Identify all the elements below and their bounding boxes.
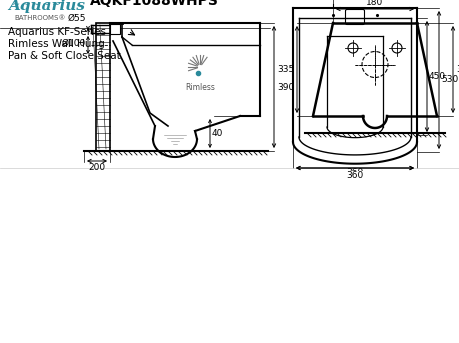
Text: 300: 300 <box>455 65 459 74</box>
Text: Pan & Soft Close Seat: Pan & Soft Close Seat <box>8 51 121 61</box>
Text: Aquarius KF-Series: Aquarius KF-Series <box>8 27 106 37</box>
Text: 530: 530 <box>440 75 457 84</box>
Text: ∼: ∼ <box>52 0 60 9</box>
Bar <box>96 23 110 151</box>
Text: 40: 40 <box>212 129 223 138</box>
Text: 180: 180 <box>365 0 383 7</box>
Text: Rimless: Rimless <box>185 83 214 92</box>
Text: AQKF1088WHPS: AQKF1088WHPS <box>90 0 218 8</box>
Text: ∼: ∼ <box>12 0 20 9</box>
Text: Aquarius: Aquarius <box>8 0 85 13</box>
Text: 390: 390 <box>276 83 294 92</box>
Text: 360: 360 <box>346 171 363 180</box>
Text: BATHROOMS®: BATHROOMS® <box>14 15 65 21</box>
Text: 200: 200 <box>88 163 105 172</box>
Bar <box>110 24 120 34</box>
Text: ∼: ∼ <box>42 0 50 9</box>
Text: Rimless Wall Hung: Rimless Wall Hung <box>8 39 105 49</box>
Text: 450: 450 <box>428 72 445 81</box>
Text: ∼: ∼ <box>22 0 30 9</box>
Text: Ø55: Ø55 <box>67 14 86 23</box>
Text: Ø100: Ø100 <box>62 38 86 47</box>
Text: 335: 335 <box>277 65 294 74</box>
Text: ∼: ∼ <box>32 0 40 9</box>
Text: 360: 360 <box>346 168 363 177</box>
